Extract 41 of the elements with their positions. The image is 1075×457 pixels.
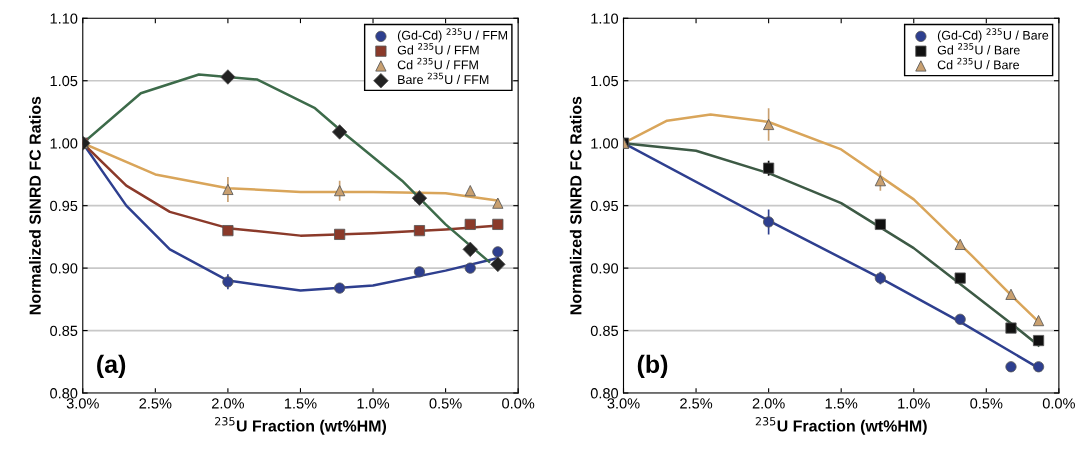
- legend-label: Bare $^{235}$U / FFM: [398, 72, 489, 85]
- y-tick-label: 0.95: [590, 200, 619, 212]
- y-tick-label: 1.00: [50, 138, 78, 149]
- annotation: (b): [637, 354, 668, 379]
- x-tick-label: 1.0%: [898, 398, 930, 409]
- y-tick-label: 1.05: [591, 75, 619, 87]
- x-tick-label: 0.0%: [502, 398, 535, 409]
- y-tick-label: 0.90: [50, 263, 78, 274]
- x-tick-label: 0.0%: [1042, 398, 1075, 409]
- y-tick-label: 1.10: [50, 13, 78, 24]
- x-tick-label: 0.5%: [429, 398, 462, 409]
- x-tick-label: 3.0%: [607, 398, 640, 409]
- y-tick-label: 0.95: [50, 200, 78, 212]
- legend-label: Cd $^{235}$U / Bare: [937, 57, 1020, 70]
- legend-label: (Gd-Cd) $^{235}$U / FFM: [397, 28, 508, 43]
- y-tick-label: 1.10: [591, 13, 619, 24]
- x-axis-title: $^{235}$U Fraction (wt%HM): [755, 417, 927, 435]
- x-tick-label: 0.5%: [970, 398, 1003, 409]
- y-tick-label: 1.00: [591, 138, 619, 149]
- x-tick-label: 2.0%: [752, 398, 785, 409]
- y-tick-label: 0.85: [50, 325, 78, 336]
- y-axis-title: Normalized SINRD FC Ratios: [29, 96, 41, 315]
- y-axis-title: Normalized SINRD FC Ratios: [569, 96, 582, 315]
- legend-label: (Gd-Cd) $^{235}$U / Bare: [937, 28, 1049, 43]
- legend-label: Cd $^{235}$U / FFM: [397, 57, 478, 70]
- legend-label: Gd $^{235}$U / FFM: [397, 43, 479, 55]
- annotation: (a): [97, 354, 126, 379]
- x-axis-title: $^{235}$U Fraction (wt%HM): [215, 417, 387, 435]
- x-tick-label: 2.0%: [212, 398, 244, 409]
- y-tick-label: 0.80: [590, 388, 619, 399]
- legend-label: Gd $^{235}$U / Bare: [937, 43, 1020, 55]
- x-tick-label: 3.0%: [66, 398, 99, 409]
- y-tick-label: 0.85: [590, 325, 619, 336]
- x-tick-label: 2.5%: [680, 398, 713, 409]
- y-tick-label: 0.90: [590, 263, 619, 274]
- x-tick-label: 2.5%: [139, 398, 172, 409]
- x-tick-label: 1.0%: [357, 398, 390, 409]
- x-tick-label: 1.5%: [284, 398, 317, 409]
- y-tick-label: 1.05: [50, 75, 78, 87]
- x-tick-label: 1.5%: [825, 398, 858, 409]
- y-tick-label: 0.80: [50, 388, 78, 399]
